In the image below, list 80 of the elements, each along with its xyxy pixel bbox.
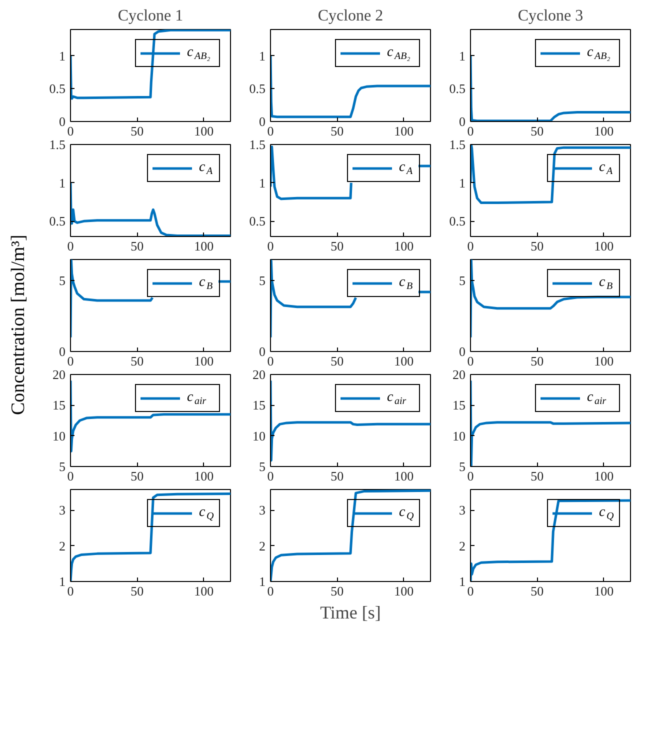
y-tick-label: 3 <box>259 502 266 518</box>
y-tick-label: 3 <box>59 502 66 518</box>
chart-title: Cyclone 3 <box>518 8 584 24</box>
y-tick-label: 5 <box>459 273 466 288</box>
y-tick-label: 2 <box>259 538 266 554</box>
x-tick-label: 50 <box>530 584 544 598</box>
y-tick-label: 0.5 <box>249 81 266 96</box>
x-tick-label: 50 <box>130 584 144 598</box>
y-tick-label: 20 <box>452 367 466 382</box>
x-tick-label: 50 <box>130 124 144 138</box>
y-tick-label: 20 <box>252 367 266 382</box>
y-tick-label: 1 <box>59 175 66 190</box>
x-tick-label: 50 <box>330 238 344 254</box>
y-tick-label: 1 <box>259 48 266 64</box>
x-tick-label: 50 <box>330 124 344 138</box>
y-tick-label: 1 <box>259 175 266 190</box>
x-tick-label: 50 <box>330 468 344 484</box>
y-tick-label: 0.5 <box>49 214 66 229</box>
y-tick-label: 5 <box>59 273 66 288</box>
x-tick-label: 100 <box>194 354 214 368</box>
y-tick-label: 10 <box>252 428 266 444</box>
x-tick-label: 100 <box>194 238 214 254</box>
y-tick-label: 5 <box>259 273 266 288</box>
x-tick-label: 50 <box>330 354 344 368</box>
y-tick-label: 1 <box>459 48 466 64</box>
x-tick-label: 100 <box>594 124 614 138</box>
x-tick-label: 100 <box>594 238 614 254</box>
x-tick-label: 50 <box>330 584 344 598</box>
y-tick-label: 1.5 <box>49 137 66 152</box>
x-tick-label: 50 <box>130 468 144 484</box>
y-tick-label: 1 <box>259 574 266 589</box>
y-tick-label: 1 <box>459 175 466 190</box>
x-tick-label: 100 <box>394 124 414 138</box>
x-tick-label: 100 <box>394 468 414 484</box>
y-axis-title: Concentration [mol/m³] <box>7 234 30 416</box>
y-tick-label: 0 <box>459 344 466 359</box>
y-tick-label: 0.5 <box>449 214 466 229</box>
y-tick-label: 3 <box>459 502 466 518</box>
y-tick-label: 5 <box>459 459 466 474</box>
x-tick-label: 100 <box>194 584 214 598</box>
x-tick-label: 50 <box>530 354 544 368</box>
y-tick-label: 1.5 <box>449 137 466 152</box>
y-tick-label: 1 <box>59 48 66 64</box>
y-tick-label: 5 <box>59 459 66 474</box>
y-tick-label: 10 <box>452 428 466 444</box>
chart-title: Cyclone 1 <box>118 8 184 24</box>
y-tick-label: 1.5 <box>249 137 266 152</box>
x-tick-label: 50 <box>130 354 144 368</box>
x-tick-label: 50 <box>530 124 544 138</box>
y-tick-label: 15 <box>452 398 466 413</box>
x-tick-label: 50 <box>130 238 144 254</box>
y-tick-label: 2 <box>459 538 466 554</box>
x-axis-title: Time [s] <box>320 602 381 622</box>
y-tick-label: 0 <box>259 344 266 359</box>
y-tick-label: 0 <box>59 114 66 129</box>
y-tick-label: 20 <box>52 367 66 382</box>
y-tick-label: 0.5 <box>49 81 66 96</box>
x-tick-label: 100 <box>594 468 614 484</box>
y-tick-label: 10 <box>52 428 66 444</box>
x-tick-label: 100 <box>194 468 214 484</box>
chart-title: Cyclone 2 <box>318 8 384 24</box>
x-tick-label: 100 <box>394 354 414 368</box>
x-tick-label: 50 <box>530 238 544 254</box>
y-tick-label: 0 <box>59 344 66 359</box>
x-tick-label: 100 <box>394 238 414 254</box>
y-tick-label: 2 <box>59 538 66 554</box>
y-tick-label: 15 <box>52 398 66 413</box>
x-tick-label: 100 <box>594 354 614 368</box>
x-tick-label: 100 <box>594 584 614 598</box>
x-tick-label: 100 <box>394 584 414 598</box>
y-tick-label: 0.5 <box>249 214 266 229</box>
y-tick-label: 5 <box>259 459 266 474</box>
y-tick-label: 1 <box>459 574 466 589</box>
x-tick-label: 50 <box>530 468 544 484</box>
y-tick-label: 0.5 <box>449 81 466 96</box>
y-tick-label: 15 <box>252 398 266 413</box>
x-tick-label: 100 <box>194 124 214 138</box>
y-tick-label: 0 <box>459 114 466 129</box>
y-tick-label: 1 <box>59 574 66 589</box>
y-tick-label: 0 <box>259 114 266 129</box>
